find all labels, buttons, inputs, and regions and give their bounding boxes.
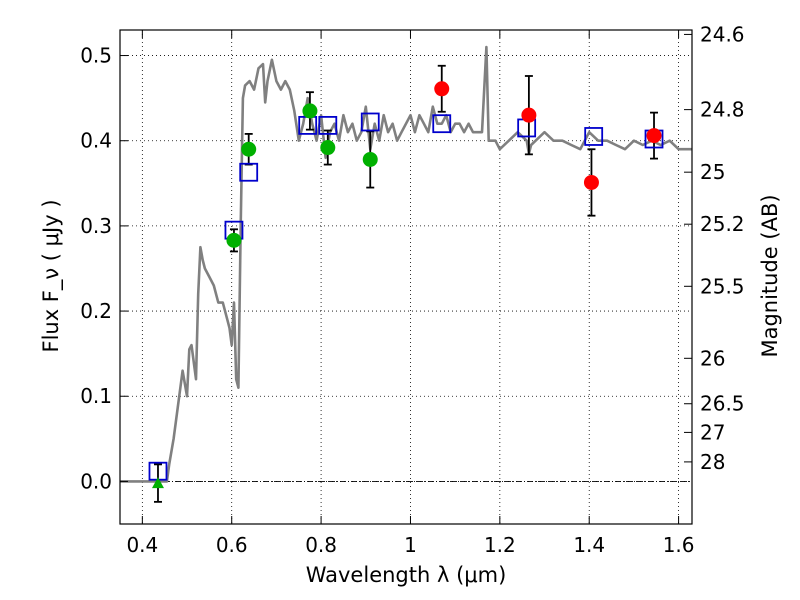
x-tick-label-2: 0.8	[305, 533, 337, 557]
model-point-6	[432, 114, 452, 134]
x-tick-label-6: 1.6	[663, 533, 695, 557]
x-axis-label: Wavelength λ (μm)	[306, 563, 507, 587]
y2-tick-label-4: 25.5	[700, 274, 745, 298]
red-point-2	[583, 174, 599, 190]
y2-tick-label-6: 26.5	[700, 392, 745, 416]
x-tick-label-0: 0.4	[126, 533, 158, 557]
model-point-4	[318, 115, 338, 135]
y-tick-label-2: 0.2	[80, 299, 112, 323]
y-axis-label: Flux F_ν ( μJy )	[39, 199, 64, 352]
red-point-0	[434, 81, 450, 97]
y-tick-label-1: 0.1	[80, 384, 112, 408]
x-tick-label-5: 1.4	[573, 533, 605, 557]
y2-tick-label-5: 26	[700, 346, 725, 370]
x-tick-label-4: 1.2	[484, 533, 516, 557]
ticks-group: 0.4 0.6 0.8 1 1.2 1.4 1.6 0.0 0.1 0.2 0.3 0.4 0.5 24.…	[80, 22, 744, 557]
y-tick-label-3: 0.3	[80, 214, 112, 238]
green-point-3	[320, 140, 336, 156]
y2-tick-label-1: 24.8	[700, 98, 745, 122]
model-spectrum-group	[120, 45, 692, 483]
green-point-4	[362, 151, 378, 167]
y2-axis-label: Magnitude (AB)	[758, 194, 782, 357]
red-point-3	[646, 128, 662, 144]
grid-lines	[120, 30, 692, 524]
green-point-2	[302, 103, 318, 119]
upper-limit-triangle-0	[151, 477, 164, 489]
y-tick-label-0: 0.0	[80, 469, 112, 493]
y-tick-label-4: 0.4	[80, 129, 112, 153]
errorbars-group	[153, 64, 659, 503]
y2-tick-label-7: 27	[700, 420, 725, 444]
x-tick-label-1: 0.6	[216, 533, 248, 557]
model-point-5	[360, 112, 380, 132]
y2-tick-label-2: 25	[700, 160, 725, 184]
plot-frame	[119, 29, 693, 525]
green-point-1	[241, 141, 257, 157]
x-tick-label-3: 1	[404, 533, 417, 557]
y2-tick-label-0: 24.6	[700, 22, 745, 46]
y2-tick-label-3: 25.2	[700, 212, 745, 236]
plot-border	[119, 29, 693, 525]
y2-tick-label-8: 28	[700, 450, 725, 474]
model-point-2	[239, 162, 259, 182]
model-spectrum-line	[120, 45, 692, 483]
red-point-1	[521, 107, 537, 123]
y-tick-label-5: 0.5	[80, 44, 112, 68]
points-group	[148, 81, 664, 489]
model-point-8	[584, 127, 604, 146]
green-point-0	[226, 232, 242, 248]
